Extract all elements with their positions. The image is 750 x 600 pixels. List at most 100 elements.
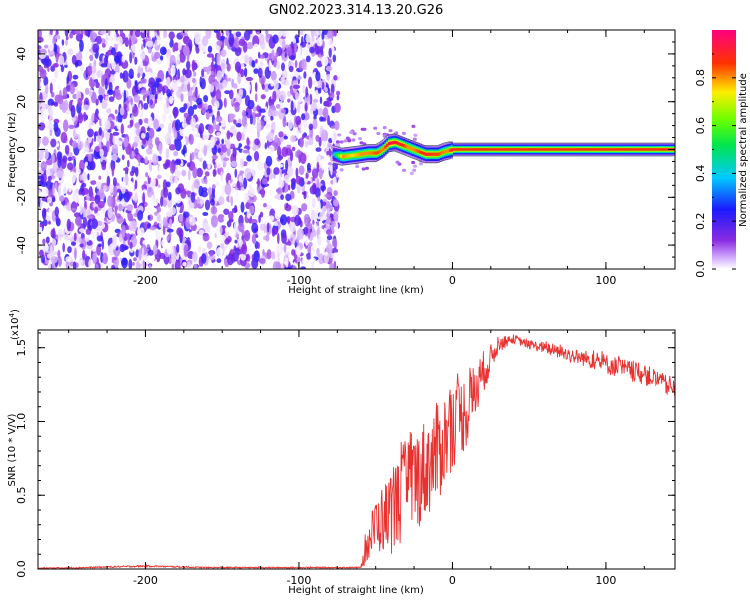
signal-trace-cell — [575, 148, 579, 151]
noise-speckle — [156, 174, 162, 179]
snr-y-tick-label: 1.5 — [15, 339, 28, 357]
signal-trace-cell — [555, 148, 558, 151]
noise-speckle — [287, 241, 292, 246]
signal-trace-cell — [559, 148, 562, 151]
signal-trace-cell — [513, 148, 516, 151]
noise-speckle — [171, 263, 175, 269]
signal-trace-cell — [393, 140, 396, 145]
noise-speckle — [152, 244, 158, 255]
noise-speckle — [60, 131, 68, 144]
noise-speckle — [116, 163, 119, 175]
signal-trace-cell — [402, 144, 406, 148]
noise-speckle — [190, 192, 196, 203]
noise-speckle — [251, 257, 259, 269]
snr-x-tick-label: -100 — [286, 574, 311, 587]
noise-speckle — [315, 134, 320, 142]
noise-speckle — [164, 132, 172, 145]
noise-speckle — [215, 124, 220, 131]
signal-trace-cell — [660, 148, 663, 151]
noise-speckle — [161, 154, 166, 164]
noise-speckle — [316, 247, 320, 257]
noise-speckle — [223, 157, 230, 161]
noise-speckle — [230, 196, 233, 207]
noise-speckle — [42, 219, 48, 227]
noise-speckle — [240, 157, 244, 169]
noise-speckle — [266, 167, 271, 176]
noise-speckle — [251, 60, 256, 68]
noise-speckle — [156, 212, 161, 222]
noise-speckle — [263, 203, 267, 208]
noise-speckle — [263, 223, 267, 234]
noise-speckle — [332, 170, 337, 174]
signal-trace-cell — [437, 152, 441, 156]
noise-speckle — [166, 235, 170, 242]
noise-speckle — [48, 117, 52, 126]
noise-speckle — [95, 81, 100, 89]
noise-speckle — [184, 68, 192, 79]
signal-trace-cell — [345, 154, 348, 158]
noise-speckle — [233, 83, 238, 89]
noise-speckle — [147, 249, 155, 256]
noise-speckle — [112, 177, 117, 187]
noise-speckle — [248, 187, 255, 198]
signal-trace-cell — [548, 148, 551, 151]
noise-speckle — [148, 127, 155, 139]
noise-speckle — [141, 132, 146, 139]
noise-speckle — [287, 217, 291, 225]
signal-trace-cell — [533, 148, 536, 151]
noise-speckle — [279, 90, 286, 102]
noise-speckle — [38, 122, 46, 131]
noise-speckle — [68, 181, 73, 193]
noise-speckle — [235, 93, 240, 99]
noise-speckle — [142, 192, 146, 205]
noise-speckle — [148, 77, 155, 85]
signal-trace-cell — [542, 148, 546, 151]
noise-speckle — [178, 214, 184, 223]
signal-trace-cell — [515, 148, 518, 151]
noise-speckle — [44, 259, 49, 265]
noise-speckle — [373, 126, 378, 130]
noise-speckle — [99, 192, 105, 200]
noise-speckle — [287, 119, 293, 130]
noise-speckle — [192, 166, 198, 179]
noise-speckle — [376, 131, 381, 136]
noise-speckle — [310, 249, 314, 261]
noise-speckle — [78, 236, 82, 244]
noise-speckle — [329, 58, 332, 65]
noise-speckle — [146, 147, 153, 155]
noise-speckle — [236, 180, 240, 189]
signal-trace-cell — [404, 144, 407, 148]
signal-trace-cell — [445, 149, 448, 153]
noise-speckle — [39, 249, 44, 258]
noise-speckle — [324, 87, 328, 93]
noise-speckle — [202, 212, 209, 216]
noise-speckle — [45, 236, 50, 244]
noise-speckle — [154, 259, 158, 269]
noise-speckle — [246, 137, 250, 146]
noise-speckle — [134, 192, 138, 203]
noise-speckle — [113, 99, 119, 107]
signal-trace-cell — [664, 148, 667, 151]
noise-speckle — [38, 163, 41, 168]
noise-speckle — [261, 83, 265, 90]
noise-speckle — [128, 68, 134, 80]
noise-speckle — [123, 103, 127, 110]
noise-speckle — [128, 258, 133, 269]
noise-speckle — [201, 106, 207, 115]
noise-speckle — [226, 63, 231, 72]
snr-axes: -200 -100 0 100 0.0 0.5 1.0 1.5 — [15, 330, 675, 587]
spectrogram-xlabel: Height of straight line (km) — [288, 285, 424, 296]
noise-speckle — [133, 257, 137, 262]
noise-speckle — [195, 149, 198, 154]
noise-speckle — [48, 42, 54, 52]
noise-speckle — [244, 67, 248, 78]
noise-speckle — [148, 159, 153, 172]
signal-trace-cell — [546, 148, 549, 151]
noise-speckle — [216, 70, 223, 81]
noise-speckle — [308, 123, 314, 131]
noise-speckle — [145, 172, 149, 178]
signal-trace-cell — [430, 152, 433, 156]
noise-speckle — [106, 108, 112, 114]
noise-speckle — [57, 83, 61, 90]
